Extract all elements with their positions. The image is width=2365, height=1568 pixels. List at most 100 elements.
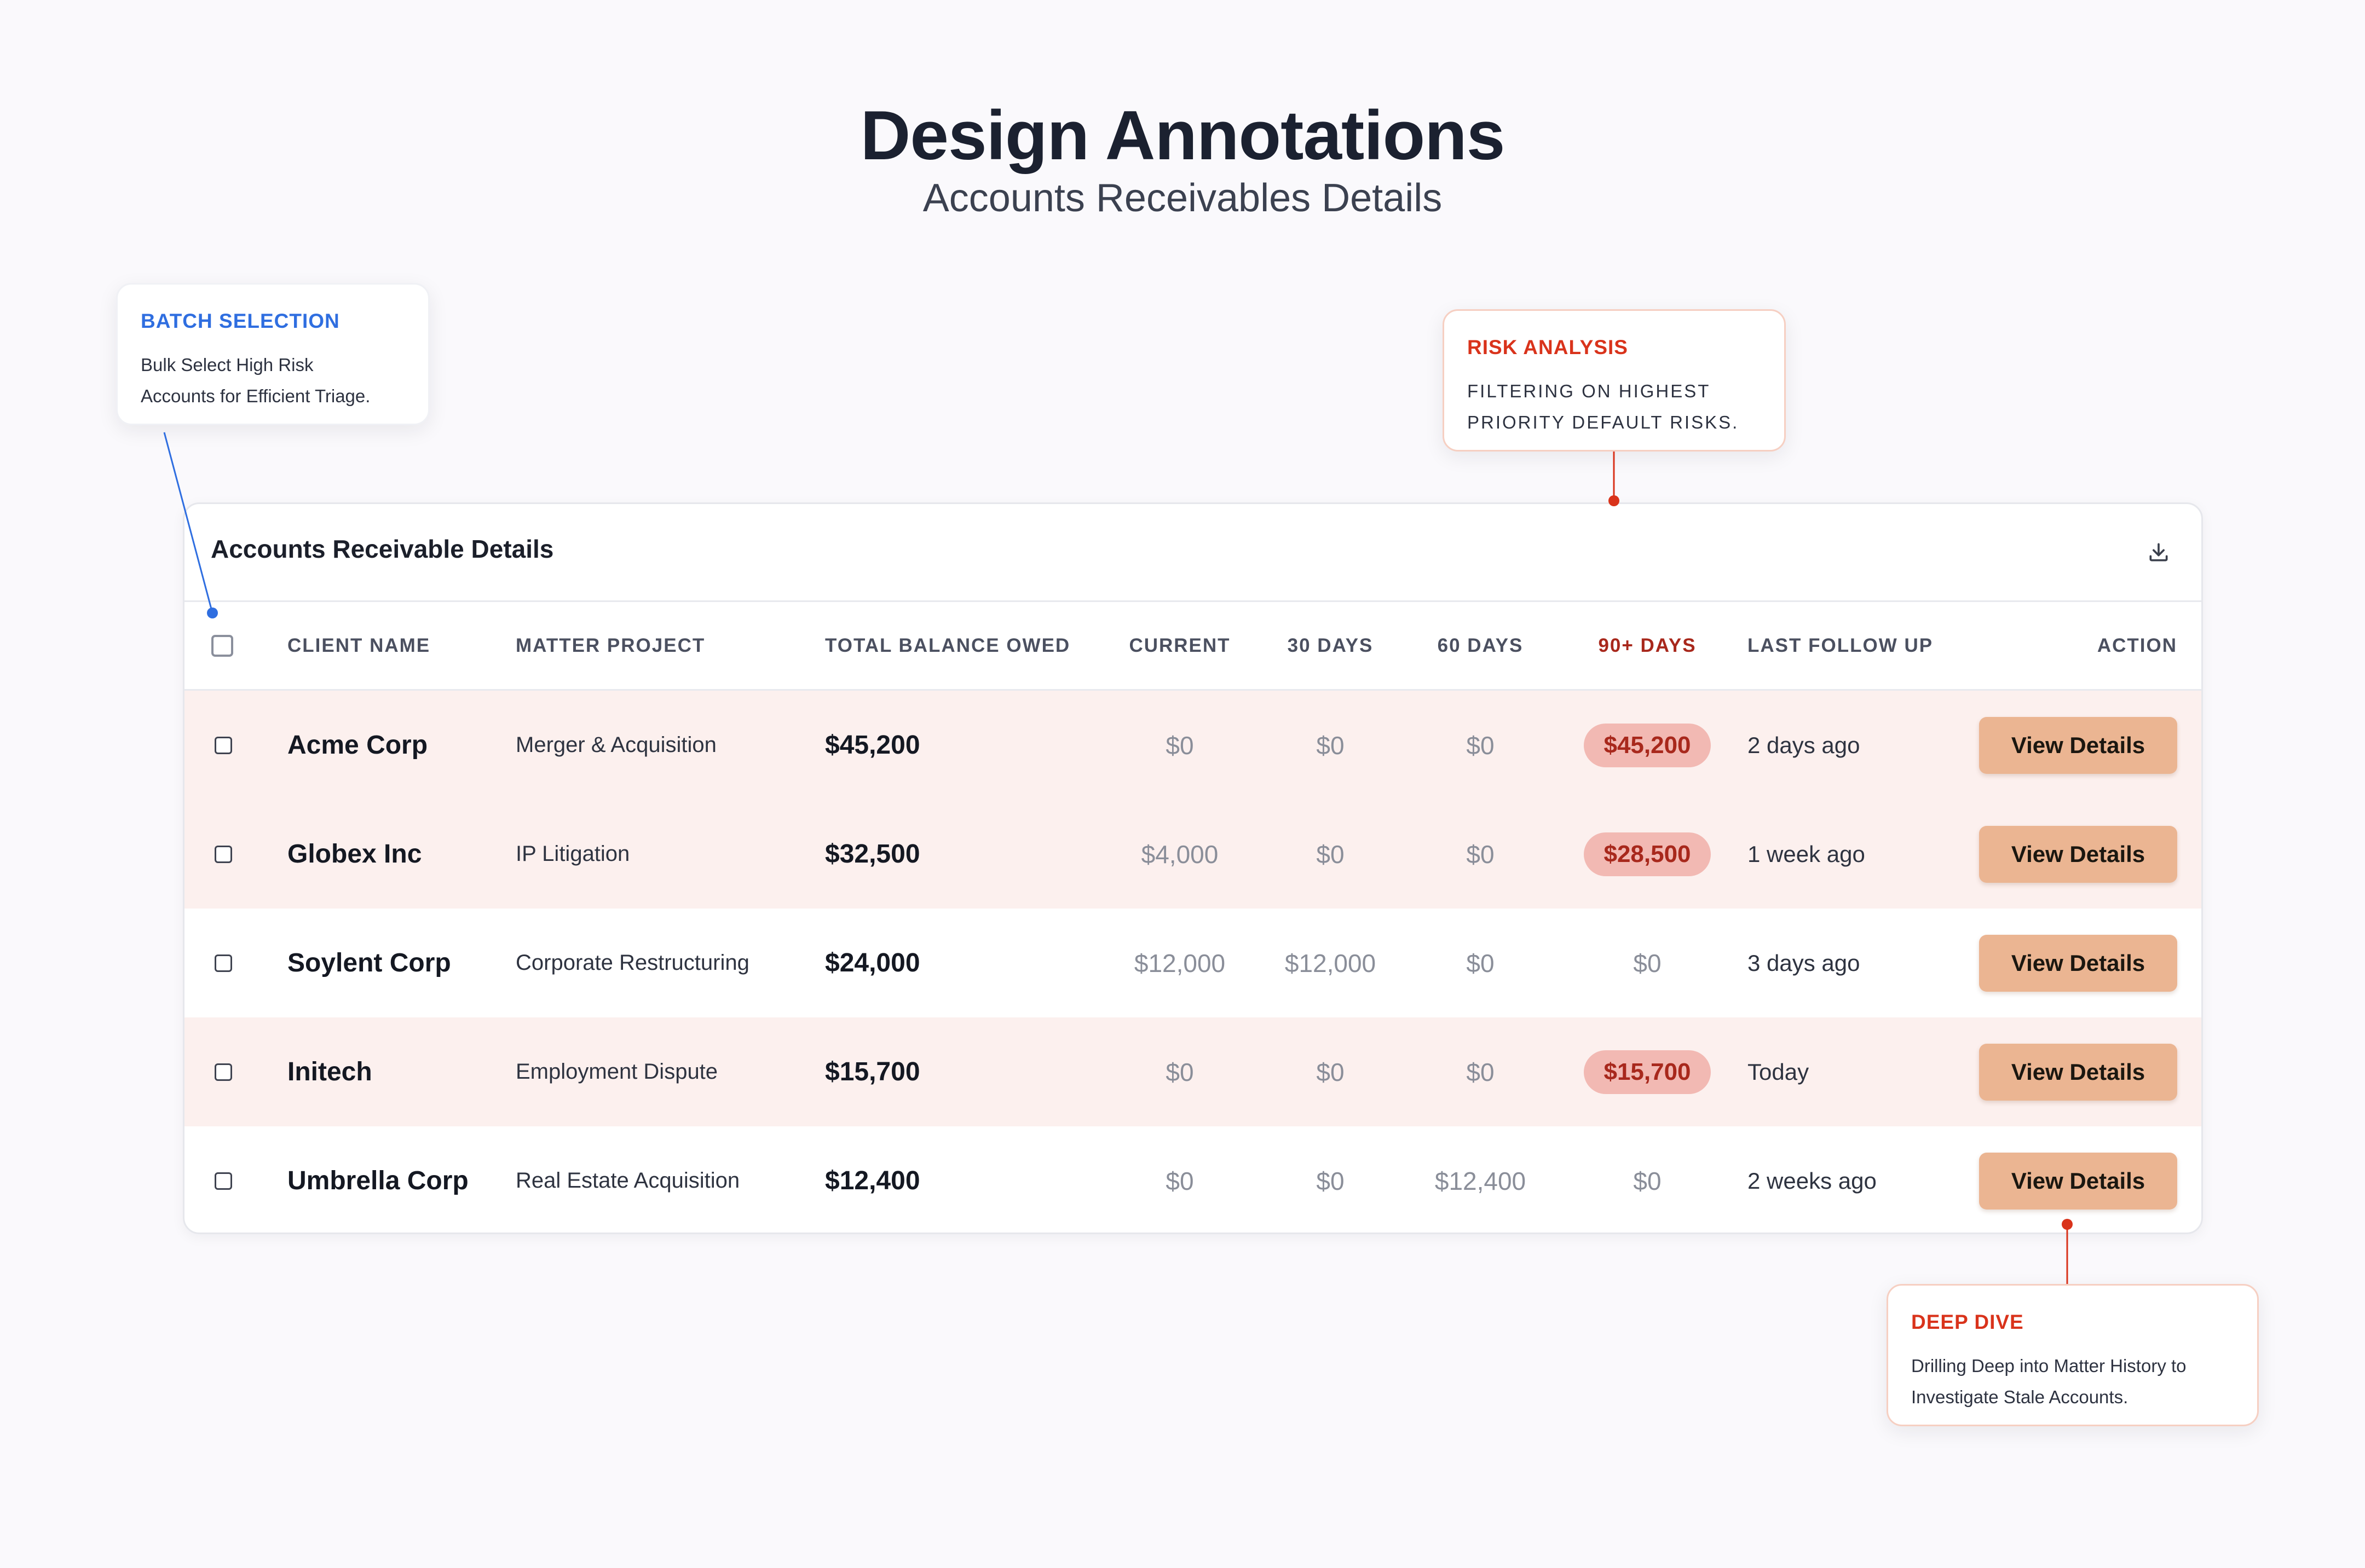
days-90-cell: $15,700 <box>1566 1017 1728 1126</box>
callout-body-line: Drilling Deep into Matter History to <box>1911 1356 2187 1376</box>
callout-body-line: FILTERING ON HIGHEST <box>1467 381 1711 401</box>
days-30-amount: $12,000 <box>1284 948 1376 977</box>
download-icon <box>2149 543 2168 562</box>
callout-title: DEEP DIVE <box>1911 1311 2024 1333</box>
view-details-button[interactable]: View Details <box>1979 934 2177 992</box>
view-details-button[interactable]: View Details <box>1979 1043 2177 1101</box>
table-row: Soylent Corp Corporate Restructuring $24… <box>184 909 2201 1017</box>
card-title: Accounts Receivable Details <box>211 535 554 563</box>
current-amount: $0 <box>1166 1166 1194 1195</box>
days-60-amount: $12,400 <box>1434 1166 1526 1195</box>
days-90-cell: $45,200 <box>1566 691 1728 800</box>
days-30-amount: $0 <box>1316 840 1345 869</box>
table-body: Acme Corp Merger & Acquisition $45,200 $… <box>184 691 2201 1233</box>
view-details-button[interactable]: View Details <box>1979 825 2177 883</box>
days-90-cell: $28,500 <box>1566 800 1728 909</box>
view-details-button[interactable]: View Details <box>1979 1152 2177 1210</box>
row-checkbox[interactable] <box>215 954 232 972</box>
client-name: Umbrella Corp <box>287 1166 469 1195</box>
days-90-amount: $0 <box>1633 948 1662 977</box>
matter-project: Merger & Acquisition <box>516 733 717 757</box>
days-90-amount: $0 <box>1633 1166 1662 1195</box>
client-name: Soylent Corp <box>287 948 451 977</box>
days-60-amount: $0 <box>1466 948 1495 977</box>
table-row: Umbrella Corp Real Estate Acquisition $1… <box>184 1126 2201 1233</box>
table-header: CLIENT NAME MATTER PROJECT TOTAL BALANCE… <box>184 600 2201 691</box>
risk-analysis-callout: RISK ANALYSIS FILTERING ON HIGHEST PRIOR… <box>1443 309 1786 452</box>
download-button[interactable] <box>2143 537 2174 568</box>
table-row: Globex Inc IP Litigation $32,500 $4,000 … <box>184 800 2201 909</box>
callout-body-line: PRIORITY DEFAULT RISKS. <box>1467 412 1739 432</box>
action-cell: View Details <box>1979 1126 2177 1233</box>
row-checkbox[interactable] <box>215 1063 232 1081</box>
current-amount: $0 <box>1166 1057 1194 1086</box>
callout-body: Bulk Select High Risk Accounts for Effic… <box>141 349 405 412</box>
days-90-badge: $15,700 <box>1584 1050 1711 1094</box>
table-row: Initech Employment Dispute $15,700 $0 $0… <box>184 1017 2201 1126</box>
page-title: Design Annotations <box>860 96 1505 174</box>
action-cell: View Details <box>1979 800 2177 909</box>
days-90-badge: $45,200 <box>1584 723 1711 767</box>
matter-project: IP Litigation <box>516 842 630 866</box>
header-60-days[interactable]: 60 DAYS <box>1437 634 1524 656</box>
row-checkbox-cell <box>215 691 232 800</box>
header-last-follow-up[interactable]: LAST FOLLOW UP <box>1747 634 1934 656</box>
client-name: Initech <box>287 1057 372 1086</box>
last-follow-up: 2 days ago <box>1747 732 1860 758</box>
callout-title: BATCH SELECTION <box>141 310 340 332</box>
accounts-receivable-card: Accounts Receivable Details CLIENT NAME … <box>183 502 2203 1234</box>
view-details-button[interactable]: View Details <box>1979 716 2177 774</box>
action-cell: View Details <box>1979 909 2177 1017</box>
days-30-amount: $0 <box>1316 1166 1345 1195</box>
header-90-plus-days[interactable]: 90+ DAYS <box>1598 634 1697 656</box>
last-follow-up: 1 week ago <box>1747 841 1865 867</box>
total-balance: $45,200 <box>825 731 920 760</box>
row-checkbox-cell <box>215 1126 232 1233</box>
action-cell: View Details <box>1979 691 2177 800</box>
callout-body-line: Investigate Stale Accounts. <box>1911 1387 2128 1407</box>
select-all-cell <box>211 602 233 689</box>
callout-body-line: Bulk Select High Risk <box>141 355 314 375</box>
client-name: Acme Corp <box>287 731 428 760</box>
total-balance: $12,400 <box>825 1166 920 1195</box>
days-30-amount: $0 <box>1316 731 1345 760</box>
deep-dive-callout: DEEP DIVE Drilling Deep into Matter Hist… <box>1887 1284 2259 1426</box>
table-row: Acme Corp Merger & Acquisition $45,200 $… <box>184 691 2201 800</box>
header-current[interactable]: CURRENT <box>1129 634 1231 656</box>
current-amount: $0 <box>1166 731 1194 760</box>
matter-project: Real Estate Acquisition <box>516 1168 740 1193</box>
header-total-balance[interactable]: TOTAL BALANCE OWED <box>825 634 1071 656</box>
row-checkbox-cell <box>215 909 232 1017</box>
current-amount: $4,000 <box>1141 840 1219 869</box>
page-subtitle: Accounts Receivables Details <box>922 176 1443 220</box>
last-follow-up: Today <box>1747 1058 1809 1085</box>
row-checkbox[interactable] <box>215 845 232 863</box>
header-30-days[interactable]: 30 DAYS <box>1287 634 1374 656</box>
callout-body: FILTERING ON HIGHEST PRIORITY DEFAULT RI… <box>1467 375 1761 438</box>
matter-project: Corporate Restructuring <box>516 951 749 975</box>
days-60-amount: $0 <box>1466 1057 1495 1086</box>
batch-selection-callout: BATCH SELECTION Bulk Select High Risk Ac… <box>116 283 430 425</box>
total-balance: $15,700 <box>825 1057 920 1086</box>
last-follow-up: 3 days ago <box>1747 950 1860 976</box>
client-name: Globex Inc <box>287 840 422 869</box>
last-follow-up: 2 weeks ago <box>1747 1167 1877 1194</box>
row-checkbox-cell <box>215 1017 232 1126</box>
days-60-amount: $0 <box>1466 840 1495 869</box>
current-amount: $12,000 <box>1134 948 1226 977</box>
row-checkbox[interactable] <box>215 1172 232 1190</box>
days-30-amount: $0 <box>1316 1057 1345 1086</box>
callout-title: RISK ANALYSIS <box>1467 336 1628 358</box>
matter-project: Employment Dispute <box>516 1060 718 1084</box>
header-matter-project[interactable]: MATTER PROJECT <box>516 634 706 656</box>
callout-body-line: Accounts for Efficient Triage. <box>141 386 371 406</box>
days-60-amount: $0 <box>1466 731 1495 760</box>
row-checkbox[interactable] <box>215 736 232 754</box>
header-client-name[interactable]: CLIENT NAME <box>287 634 431 656</box>
row-checkbox-cell <box>215 800 232 909</box>
days-90-badge: $28,500 <box>1584 832 1711 876</box>
select-all-checkbox[interactable] <box>211 634 233 657</box>
total-balance: $24,000 <box>825 948 920 977</box>
total-balance: $32,500 <box>825 840 920 869</box>
callout-body: Drilling Deep into Matter History to Inv… <box>1911 1350 2234 1413</box>
